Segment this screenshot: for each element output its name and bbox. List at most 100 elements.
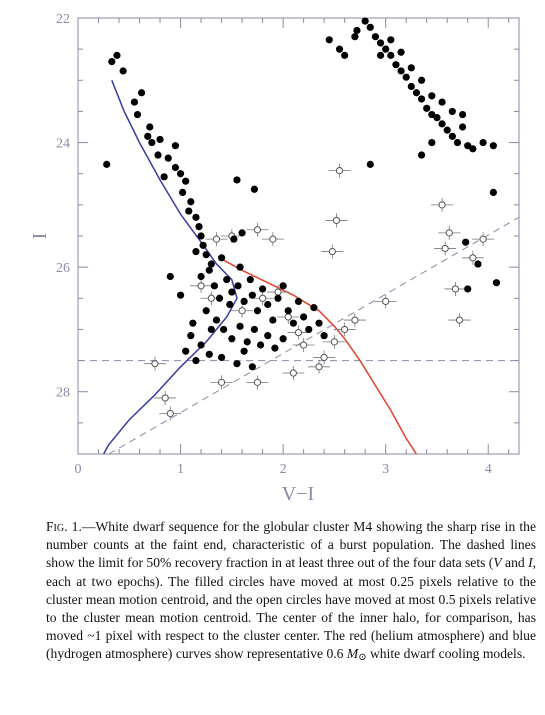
filled-point [326, 36, 333, 43]
filled-circles [103, 18, 500, 371]
filled-point [428, 139, 435, 146]
filled-point [449, 108, 456, 115]
open-point [152, 361, 158, 367]
open-point [162, 395, 168, 401]
open-point [456, 317, 462, 323]
filled-point [154, 151, 161, 158]
filled-point [167, 273, 174, 280]
filled-point [172, 142, 179, 149]
filled-point [438, 98, 445, 105]
filled-point [218, 354, 225, 361]
filled-point [290, 320, 297, 327]
axis-ticks [78, 18, 519, 454]
filled-point [367, 161, 374, 168]
open-point [285, 314, 291, 320]
filled-point [418, 95, 425, 102]
filled-point [241, 298, 248, 305]
filled-point [172, 164, 179, 171]
x-tick-label: 1 [177, 462, 184, 477]
filled-point [469, 145, 476, 152]
filled-point [187, 332, 194, 339]
open-point [275, 289, 281, 295]
filled-point [103, 161, 110, 168]
filled-point [192, 248, 199, 255]
filled-point [377, 52, 384, 59]
filled-point [236, 264, 243, 271]
filled-point [203, 307, 210, 314]
filled-point [185, 207, 192, 214]
filled-point [241, 348, 248, 355]
filled-point [257, 341, 264, 348]
filled-point [182, 178, 189, 185]
filled-point [254, 307, 261, 314]
filled-point [493, 279, 500, 286]
open-point [316, 364, 322, 370]
filled-point [244, 338, 251, 345]
open-point [295, 329, 301, 335]
open-point [218, 379, 224, 385]
filled-point [321, 332, 328, 339]
filled-point [269, 316, 276, 323]
caption-and: and [502, 555, 528, 570]
open-point [254, 227, 260, 233]
filled-point [285, 307, 292, 314]
y-tick-label: 28 [56, 386, 70, 401]
open-point [260, 295, 266, 301]
open-point [333, 217, 339, 223]
filled-point [165, 155, 172, 162]
caption-fig-label: Fig. 1. [46, 519, 82, 534]
filled-point [305, 326, 312, 333]
x-tick-label: 0 [75, 462, 82, 477]
open-point [342, 326, 348, 332]
filled-point [310, 304, 317, 311]
filled-point [423, 105, 430, 112]
filled-point [161, 173, 168, 180]
open-point [439, 202, 445, 208]
filled-point [192, 357, 199, 364]
filled-point [274, 295, 281, 302]
filled-point [195, 223, 202, 230]
filled-point [462, 239, 469, 246]
caption-text-3: white dwarf cooling models. [367, 646, 526, 661]
y-tick-label: 24 [56, 137, 70, 152]
filled-point [113, 52, 120, 59]
filled-point [187, 198, 194, 205]
filled-point [428, 92, 435, 99]
filled-point [200, 242, 207, 249]
filled-point [353, 27, 360, 34]
open-point [208, 295, 214, 301]
filled-point [459, 123, 466, 130]
filled-point [108, 58, 115, 65]
filled-point [177, 292, 184, 299]
filled-point [449, 133, 456, 140]
filled-point [397, 67, 404, 74]
filled-point [177, 170, 184, 177]
filled-point [362, 18, 369, 25]
filled-point [206, 351, 213, 358]
caption-text-1: —White dwarf sequence for the globular c… [46, 519, 536, 570]
open-point [452, 286, 458, 292]
filled-point [138, 89, 145, 96]
caption-sun: ⊙ [358, 652, 366, 663]
y-tick-label: 22 [56, 12, 70, 27]
filled-point [490, 142, 497, 149]
filled-point [233, 360, 240, 367]
filled-point [433, 114, 440, 121]
filled-point [454, 139, 461, 146]
filled-point [213, 316, 220, 323]
open-point [383, 298, 389, 304]
y-tick-label: 26 [56, 261, 70, 276]
open-point [290, 370, 296, 376]
filled-point [211, 282, 218, 289]
filled-point [120, 67, 127, 74]
filled-point [387, 36, 394, 43]
filled-point [230, 236, 237, 243]
filled-point [367, 24, 374, 31]
open-point [336, 168, 342, 174]
filled-point [264, 301, 271, 308]
filled-point [264, 332, 271, 339]
filled-point [179, 189, 186, 196]
y-axis-label: I [29, 233, 51, 240]
filled-point [247, 276, 254, 283]
open-point [321, 354, 327, 360]
